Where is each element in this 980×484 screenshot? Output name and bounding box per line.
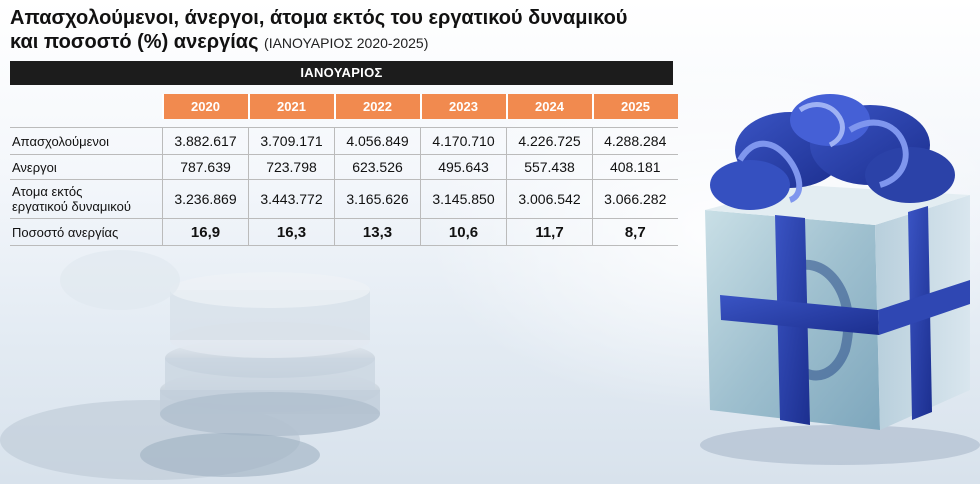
table-cell: 3.709.171 xyxy=(248,127,335,155)
year-header: 2020 xyxy=(161,94,249,119)
row-label-line-2: εργατικού δυναμικού xyxy=(12,199,131,214)
table-row-outside-labour-force: Ατομα εκτός εργατικού δυναμικού 3.236.86… xyxy=(10,179,678,219)
row-label: Ατομα εκτός εργατικού δυναμικού xyxy=(10,179,163,219)
coins-illustration xyxy=(0,250,380,480)
row-label: Ανεργοι xyxy=(10,154,163,180)
table-cell: 3.145.850 xyxy=(420,179,507,219)
table-cell: 11,7 xyxy=(506,218,593,246)
table-cell: 557.438 xyxy=(506,154,593,180)
year-header: 2023 xyxy=(419,94,507,119)
table-cell: 3.006.542 xyxy=(506,179,593,219)
table-cell: 4.226.725 xyxy=(506,127,593,155)
title-note: (ΙΑΝΟΥΑΡΙΟΣ 2020-2025) xyxy=(264,35,429,51)
table-cell: 3.165.626 xyxy=(334,179,421,219)
row-label: Ποσοστό ανεργίας xyxy=(10,218,163,246)
month-header-bar: ΙΑΝΟΥΑΡΙΟΣ xyxy=(10,61,673,85)
table-cell: 10,6 xyxy=(420,218,507,246)
year-header-row: 2020 2021 2022 2023 2024 2025 xyxy=(10,94,678,119)
table-cell: 3.066.282 xyxy=(592,179,678,219)
table-cell: 3.882.617 xyxy=(162,127,249,155)
table-cell: 787.639 xyxy=(162,154,249,180)
gift-box-illustration xyxy=(700,94,980,465)
employment-table: 2020 2021 2022 2023 2024 2025 Απασχολούμ… xyxy=(10,94,678,246)
chart-title: Απασχολούμενοι, άνεργοι, άτομα εκτός του… xyxy=(10,6,710,55)
year-header: 2024 xyxy=(505,94,593,119)
table-row-unemployment-rate: Ποσοστό ανεργίας 16,9 16,3 13,3 10,6 11,… xyxy=(10,218,678,246)
table-row-unemployed: Ανεργοι 787.639 723.798 623.526 495.643 … xyxy=(10,154,678,180)
header-corner xyxy=(10,94,163,119)
year-header: 2021 xyxy=(247,94,335,119)
table-cell: 3.443.772 xyxy=(248,179,335,219)
table-cell: 495.643 xyxy=(420,154,507,180)
row-label-line-1: Ατομα εκτός xyxy=(12,184,83,199)
table-cell: 16,3 xyxy=(248,218,335,246)
table-cell: 3.236.869 xyxy=(162,179,249,219)
table-cell: 723.798 xyxy=(248,154,335,180)
title-line-2: και ποσοστό (%) ανεργίας xyxy=(10,31,259,53)
row-label: Απασχολούμενοι xyxy=(10,127,163,155)
table-cell: 408.181 xyxy=(592,154,678,180)
year-header: 2022 xyxy=(333,94,421,119)
table-cell: 623.526 xyxy=(334,154,421,180)
table-cell: 13,3 xyxy=(334,218,421,246)
year-header: 2025 xyxy=(591,94,678,119)
table-row-employed: Απασχολούμενοι 3.882.617 3.709.171 4.056… xyxy=(10,127,678,155)
title-line-1: Απασχολούμενοι, άνεργοι, άτομα εκτός του… xyxy=(10,7,628,29)
table-cell: 8,7 xyxy=(592,218,678,246)
table-cell: 4.056.849 xyxy=(334,127,421,155)
table-cell: 4.170.710 xyxy=(420,127,507,155)
table-cell: 4.288.284 xyxy=(592,127,678,155)
table-cell: 16,9 xyxy=(162,218,249,246)
